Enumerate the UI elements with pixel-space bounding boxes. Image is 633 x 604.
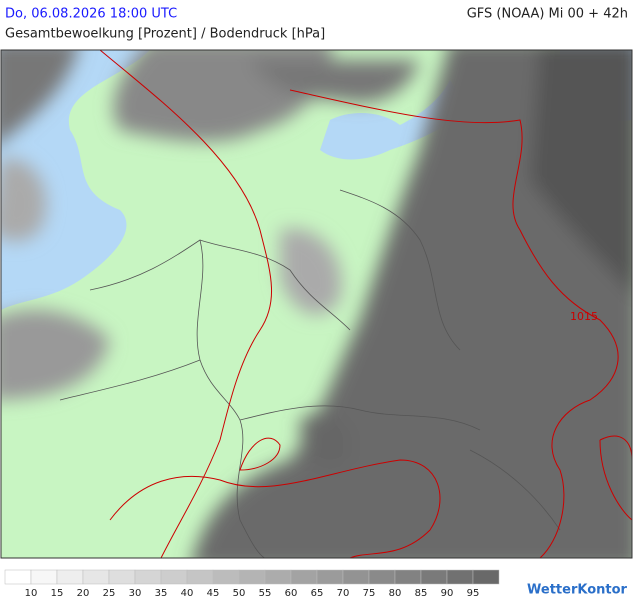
legend-swatch <box>56 569 84 585</box>
map-frame <box>0 49 633 559</box>
legend-swatch <box>472 569 500 585</box>
legend-swatch <box>160 569 188 585</box>
legend-swatch <box>212 569 240 585</box>
legend-tick-label: 70 <box>337 588 350 599</box>
legend-swatch <box>368 569 396 585</box>
legend-tick-label: 40 <box>181 588 194 599</box>
map-title: Gesamtbewoelkung [Prozent] / Bodendruck … <box>5 27 325 42</box>
legend-tick-label: 15 <box>51 588 64 599</box>
legend-tick-label: 85 <box>415 588 428 599</box>
legend-tick-label: 25 <box>103 588 116 599</box>
isobar-label: 1015 <box>570 310 598 323</box>
legend-tick-label: 45 <box>207 588 220 599</box>
legend-tick-label: 35 <box>155 588 168 599</box>
sea <box>320 80 470 160</box>
legend-swatch <box>108 569 136 585</box>
borders <box>59 189 561 558</box>
legend-swatch <box>420 569 448 585</box>
clouds <box>1 50 632 558</box>
legend-swatch <box>4 569 32 585</box>
model-run: GFS (NOAA) Mi 00 + 42h <box>467 7 628 22</box>
legend-tick-label: 65 <box>311 588 324 599</box>
sea <box>1 50 150 310</box>
legend-tick-label: 10 <box>25 588 38 599</box>
legend-tick-label: 55 <box>259 588 272 599</box>
legend-swatch <box>186 569 214 585</box>
brand-logo: WetterKontor <box>527 583 628 598</box>
legend-swatch <box>264 569 292 585</box>
legend-tick-label: 50 <box>233 588 246 599</box>
legend-tick-label: 95 <box>467 588 480 599</box>
legend-swatch <box>290 569 318 585</box>
datetime: Do, 06.08.2026 18:00 UTC <box>5 7 177 22</box>
legend-swatch <box>82 569 110 585</box>
legend-tick-label: 20 <box>77 588 90 599</box>
legend-tick-label: 80 <box>389 588 402 599</box>
legend: 10 15 20 25 30 35 40 45 50 55 60 65 70 75 80 85 90 95 <box>4 569 500 599</box>
legend-swatch <box>30 569 58 585</box>
legend-tick-label: 90 <box>441 588 454 599</box>
legend-tick-label: 60 <box>285 588 298 599</box>
legend-swatch <box>394 569 422 585</box>
legend-swatch <box>134 569 162 585</box>
map: 1015 <box>1 50 632 558</box>
legend-swatch <box>238 569 266 585</box>
legend-swatch <box>446 569 474 585</box>
legend-swatch <box>316 569 344 585</box>
legend-tick-label: 30 <box>129 588 142 599</box>
legend-tick-label: 75 <box>363 588 376 599</box>
legend-swatch <box>342 569 370 585</box>
